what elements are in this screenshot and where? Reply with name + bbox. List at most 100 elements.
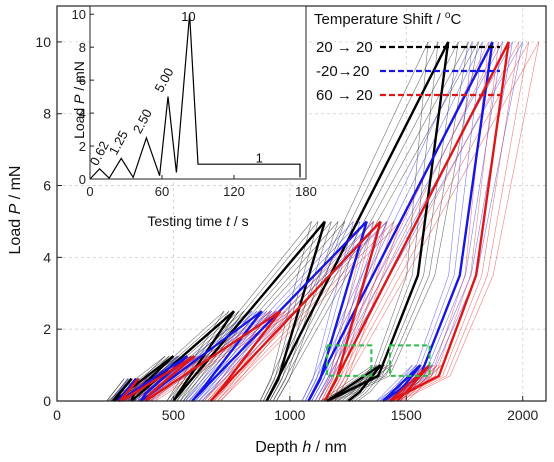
series-0-cycle-3-run-1-load xyxy=(169,221,319,402)
series-2-cycle-3-run-4-load xyxy=(220,221,401,402)
series-0-cycle-4-run-1-load xyxy=(263,41,439,402)
series-0-cycle-5-unload xyxy=(347,364,382,402)
inset-y-tick-label-1: 2 xyxy=(79,139,86,154)
series-2-cycle-2-run-1-load xyxy=(142,310,276,402)
series-0-cycle-2-run-0-unload xyxy=(166,311,225,402)
y-tick-label-2: 4 xyxy=(43,249,51,265)
series-0-cycle-5-run-1-load xyxy=(323,364,377,402)
series-1-cycle-4-run-2-load xyxy=(311,41,503,402)
series-2-cycle-3-run-3-load xyxy=(216,221,395,402)
series-0-cycle-0-run-0-unload xyxy=(107,378,125,402)
series-1-cycle-5-load xyxy=(382,364,422,402)
series-0-cycle-2-run-4-unload xyxy=(182,311,250,402)
series-2-cycle-5-unload xyxy=(396,364,431,402)
inset-x-axis-label: Testing time t / s xyxy=(147,213,248,229)
series-1-cycle-1-load xyxy=(118,355,189,403)
series-2-cycle-5-run-4-unload xyxy=(406,364,442,402)
series-2-cycle-4-run-1-load xyxy=(321,41,499,402)
series-0-cycle-5-load xyxy=(326,364,382,402)
y-tick-label-1: 2 xyxy=(43,321,51,337)
y-axis-label: Load P / mN xyxy=(7,166,24,255)
highlight-box-0 xyxy=(326,344,373,377)
x-tick-label-1: 500 xyxy=(162,407,186,423)
inset-y-axis-label: Load P / mN xyxy=(71,61,87,139)
series-1-cycle-4-run-1-unload xyxy=(379,41,483,402)
series-2-cycle-5-run-4-load xyxy=(399,364,442,402)
series-0-cycle-2-run-1-unload xyxy=(169,311,230,402)
series-0-cycle-4-run-3-load xyxy=(272,41,469,402)
series-0-cycle-5-run-3-unload xyxy=(354,364,389,402)
y-tick-label-5: 10 xyxy=(35,34,51,50)
series-2-cycle-4-run-4-load xyxy=(334,41,540,402)
series-0-cycle-5-run-1-unload xyxy=(344,364,377,402)
y-tick-label-3: 6 xyxy=(43,178,51,194)
series-2-cycle-4-run-3-load xyxy=(331,41,530,402)
inset-y-tick-label-4: 8 xyxy=(79,40,86,55)
series-2-cycle-4-run-2-unload xyxy=(393,41,520,402)
series-0-cycle-5-run-2-unload xyxy=(351,364,385,402)
legend-label-2: 60 → 20 xyxy=(316,87,373,104)
series-2-cycle-1-load xyxy=(120,355,196,403)
x-tick-label-3: 1500 xyxy=(391,407,422,423)
legend-title: Temperature Shift / oC xyxy=(314,10,461,28)
legend-label-1: -20→20 xyxy=(316,63,369,80)
inset-x-tick-label-2: 120 xyxy=(223,184,245,199)
inset-annotation-4: 10 xyxy=(181,9,195,24)
series-1-cycle-4-run-4-load xyxy=(318,41,523,402)
inset-x-tick-label-3: 180 xyxy=(295,184,317,199)
series-0-cycle-4-load xyxy=(265,41,450,402)
series-2-cycle-4-unload xyxy=(389,41,510,403)
series-1-cycle-3-run-3-load xyxy=(198,221,381,402)
series-0-cycle-2-load xyxy=(130,310,235,402)
inset-y-tick-label-3: 6 xyxy=(79,73,86,88)
series-2-cycle-3-run-0-load xyxy=(203,221,368,402)
inset-y-tick-label-0: 0 xyxy=(79,172,86,187)
series-1-cycle-4-load xyxy=(307,41,494,402)
legend: Temperature Shift / oC 20 → 20 -20→20 60 →… xyxy=(314,10,500,104)
series-0-cycle-0-run-1-unload xyxy=(110,378,129,402)
x-tick-label-4: 2000 xyxy=(507,407,538,423)
series-2-cycle-3-load xyxy=(209,220,382,402)
series-0-cycle-4-run-0-load xyxy=(259,41,429,402)
series-0-cycle-5-run-4-unload xyxy=(357,364,393,402)
series-2-cycle-2-run-2-load xyxy=(148,310,286,402)
series-2-cycle-4-run-4-unload xyxy=(399,41,540,402)
inset-x-tick-label-1: 60 xyxy=(155,184,169,199)
legend-label-0: 20 → 20 xyxy=(316,39,373,56)
x-axis-label: Depth h / nm xyxy=(255,439,347,456)
inset-x-tick-label-0: 0 xyxy=(86,184,93,199)
series-2-cycle-4-load xyxy=(323,41,510,402)
inset-series-line xyxy=(89,14,301,180)
series-2-cycle-4-run-3-unload xyxy=(396,41,530,402)
series-1-cycle-3-run-0-load xyxy=(185,221,354,402)
y-tick-label-0: 0 xyxy=(43,393,51,409)
series-1-cycle-3-run-2-load xyxy=(195,221,374,402)
highlight-box-1 xyxy=(388,344,431,377)
series-1-cycle-5-run-1-load xyxy=(379,364,417,402)
inset-y-tick-label-2: 4 xyxy=(79,106,86,121)
series-0-cycle-3-load xyxy=(172,220,326,402)
series-0-cycle-3-run-4-load xyxy=(182,221,346,402)
series-2-cycle-2-load xyxy=(144,310,282,402)
main-curves xyxy=(106,41,540,403)
highlight-boxes xyxy=(326,344,431,377)
x-tick-label-0: 0 xyxy=(53,407,61,423)
inset-curve xyxy=(89,14,301,180)
series-1-cycle-5-run-0-load xyxy=(376,364,413,402)
series-0-cycle-4-run-4-load xyxy=(276,41,479,402)
series-0-cycle-3-run-3-load xyxy=(179,221,339,402)
series-0-cycle-4-run-2-load xyxy=(269,41,459,402)
x-tick-label-2: 1000 xyxy=(274,407,305,423)
inset-y-tick-label-5: 10 xyxy=(72,7,86,22)
legend-entries: 20 → 20 -20→20 60 → 20 xyxy=(316,39,500,104)
inset-annotation-5: 1 xyxy=(256,151,263,166)
series-2-cycle-2-run-3-load xyxy=(151,310,291,402)
y-tick-label-4: 8 xyxy=(43,106,51,122)
inset-ticks: 0 60 120 180 0 2 4 6 8 10 xyxy=(72,7,317,199)
series-2-cycle-4-run-2-load xyxy=(327,41,520,402)
series-2-cycle-1-run-4-unload xyxy=(155,355,207,402)
inset-frame xyxy=(89,5,307,180)
